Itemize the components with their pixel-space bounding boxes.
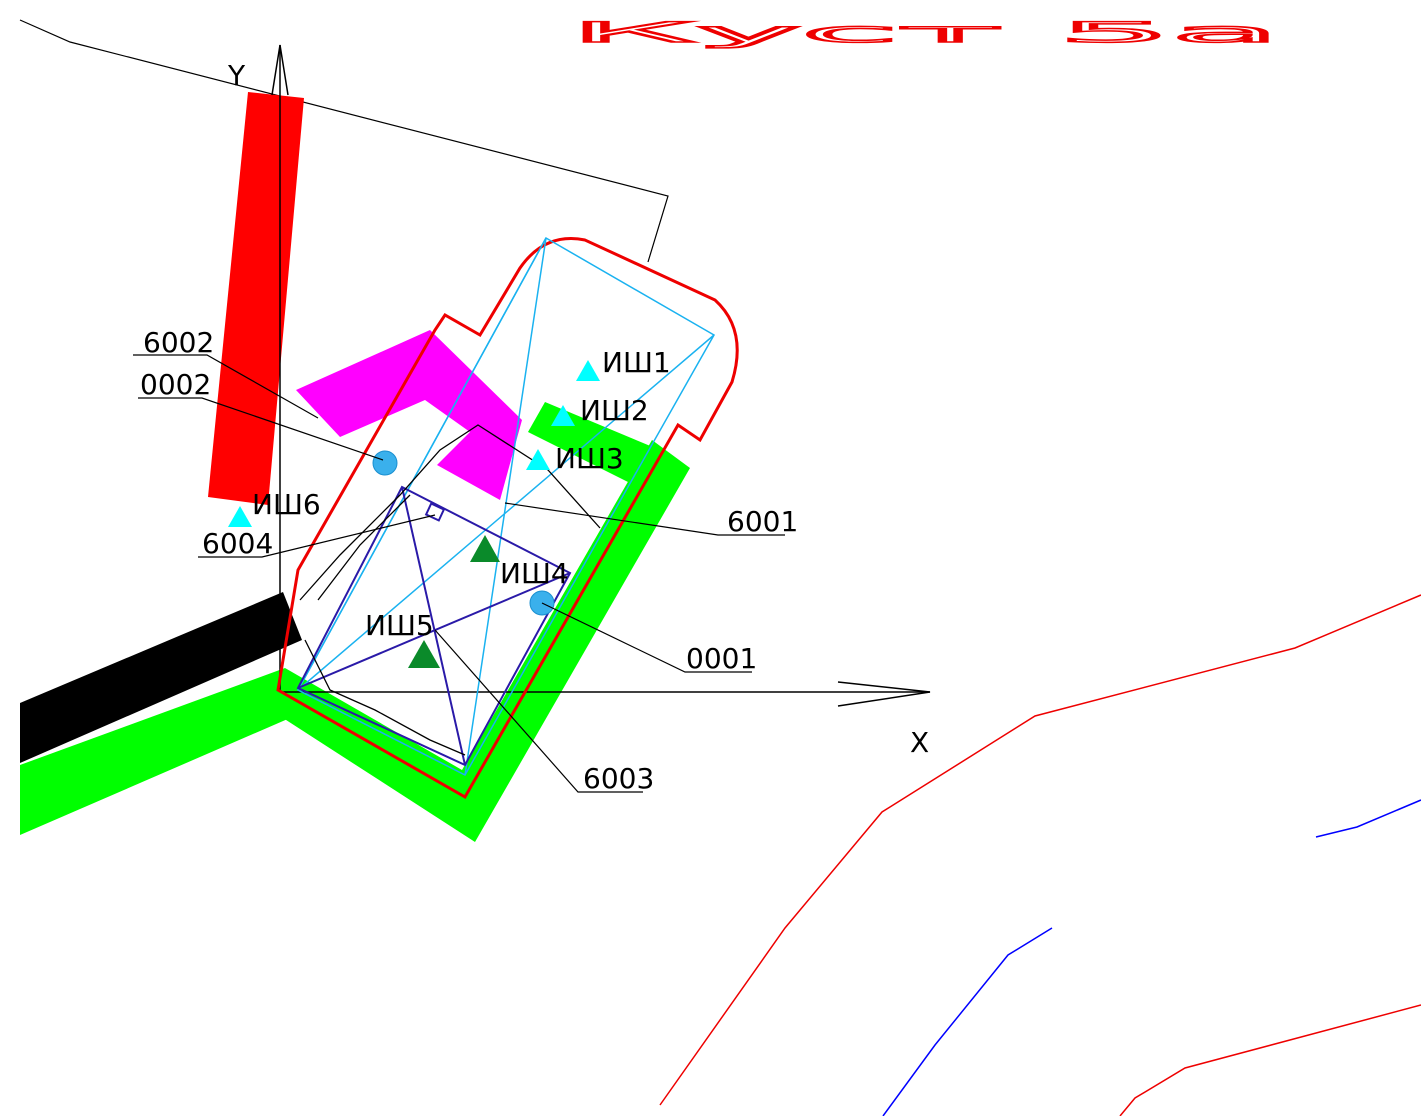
y-axis-label: Y — [227, 59, 246, 92]
source-label: 6001 — [727, 505, 798, 538]
source-label: 0002 — [140, 368, 211, 401]
drawing: Куст 5а Y X — [0, 0, 1421, 1116]
contour-red — [660, 595, 1421, 1105]
x-arrow — [838, 682, 930, 706]
well-label: ИШ3 — [555, 442, 624, 475]
contour-red — [1120, 1005, 1421, 1116]
well-marker — [228, 506, 252, 527]
well-marker — [526, 449, 550, 470]
source-label: 6002 — [143, 326, 214, 359]
well-label: ИШ1 — [602, 346, 671, 379]
well-label: ИШ5 — [365, 609, 434, 642]
well-label: ИШ6 — [252, 488, 321, 521]
well-label: ИШ4 — [500, 557, 569, 590]
title: Куст 5а — [570, 16, 1280, 49]
road-red — [208, 92, 304, 505]
well-marker — [576, 360, 600, 381]
source-label: 6004 — [202, 527, 273, 560]
page: {"title": "Куст 5а", "axes": {"x": "X", … — [0, 0, 1421, 1116]
building — [296, 330, 522, 500]
well-label: ИШ2 — [580, 394, 649, 427]
source-label: 6003 — [583, 762, 654, 795]
well-marker — [408, 640, 440, 668]
source-label: 0001 — [686, 642, 757, 675]
boundary-line — [20, 20, 668, 262]
x-axis-label: X — [910, 726, 929, 759]
contour-blue — [1316, 800, 1421, 837]
source-marker — [373, 451, 397, 475]
contour-blue — [883, 928, 1052, 1116]
